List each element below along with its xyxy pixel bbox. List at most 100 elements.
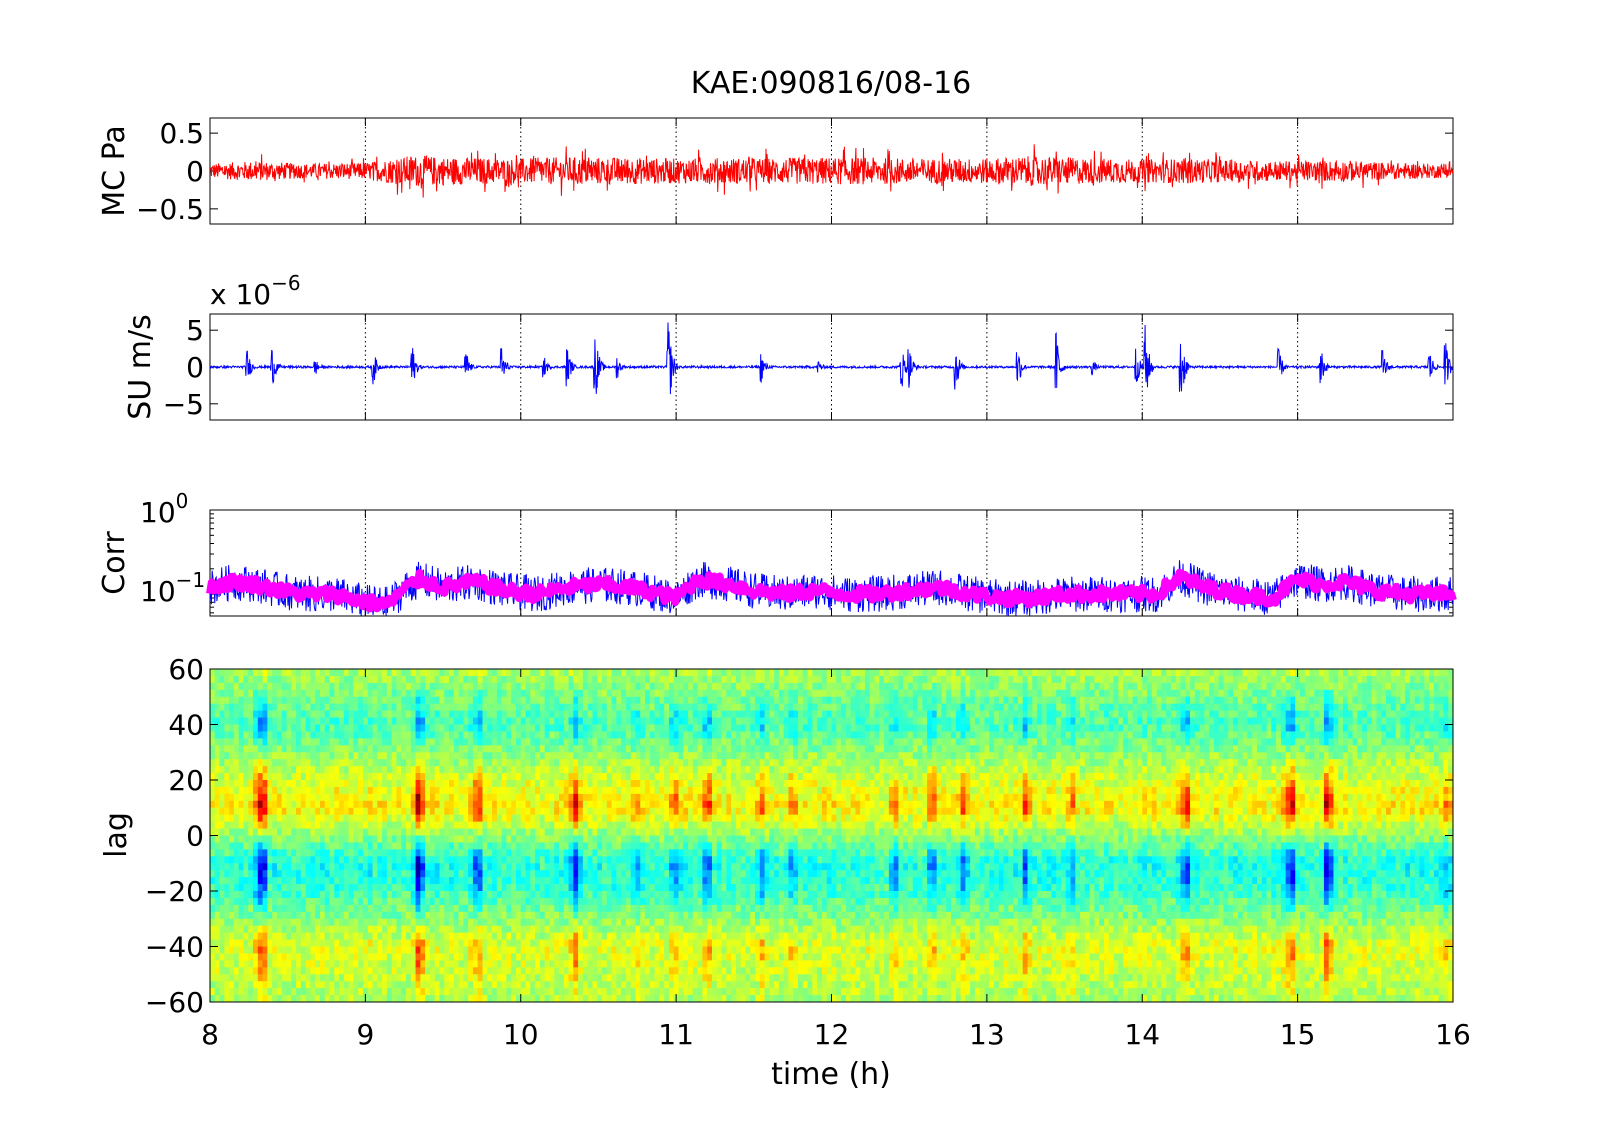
heatmap-cell bbox=[654, 918, 660, 927]
heatmap-cell bbox=[449, 925, 455, 934]
heatmap-cell bbox=[415, 981, 421, 989]
heatmap-cell bbox=[210, 738, 216, 746]
heatmap-cell bbox=[549, 911, 555, 920]
heatmap-cell bbox=[515, 849, 522, 857]
heatmap-cell bbox=[410, 821, 417, 830]
heatmap-cell bbox=[334, 745, 340, 753]
heatmap-cell bbox=[530, 786, 536, 795]
heatmap-cell bbox=[444, 682, 450, 691]
heatmap-cell bbox=[640, 828, 646, 837]
heatmap-cell bbox=[343, 793, 350, 802]
heatmap-cell bbox=[664, 669, 670, 677]
heatmap-cell bbox=[573, 731, 579, 739]
heatmap-cell bbox=[606, 911, 613, 920]
heatmap-cell bbox=[439, 675, 445, 684]
heatmap-cell bbox=[654, 953, 660, 961]
heatmap-cell bbox=[492, 759, 498, 767]
heatmap-cell bbox=[511, 925, 517, 934]
heatmap-cell bbox=[449, 786, 455, 795]
heatmap-cell bbox=[396, 870, 402, 878]
heatmap-cell bbox=[549, 849, 555, 857]
heatmap-cell bbox=[468, 786, 474, 795]
heatmap-cell bbox=[300, 821, 307, 830]
heatmap-cell bbox=[654, 835, 660, 844]
heatmap-cell bbox=[310, 682, 316, 691]
heatmap-cell bbox=[396, 710, 402, 719]
heatmap-cell bbox=[377, 745, 383, 753]
heatmap-cell bbox=[544, 870, 551, 878]
heatmap-cell bbox=[635, 828, 641, 837]
heatmap-cell bbox=[449, 710, 455, 719]
heatmap-cell bbox=[573, 689, 579, 698]
heatmap-cell bbox=[348, 724, 355, 733]
heatmap-cell bbox=[496, 891, 503, 899]
heatmap-cell bbox=[377, 780, 383, 788]
heatmap-cell bbox=[257, 696, 264, 705]
heatmap-cell bbox=[429, 897, 436, 906]
heatmap-cell bbox=[372, 835, 378, 844]
heatmap-cell bbox=[386, 988, 393, 996]
heatmap-cell bbox=[573, 773, 579, 781]
heatmap-cell bbox=[449, 877, 455, 885]
heatmap-cell bbox=[343, 828, 350, 837]
heatmap-cell bbox=[683, 918, 689, 927]
heatmap-cell bbox=[587, 967, 594, 975]
heatmap-cell bbox=[214, 710, 221, 719]
heatmap-cell bbox=[248, 897, 254, 906]
heatmap-cell bbox=[563, 689, 570, 698]
heatmap-cell bbox=[315, 807, 321, 816]
heatmap-column bbox=[300, 669, 307, 1002]
heatmap-cell bbox=[233, 904, 240, 913]
heatmap-cell bbox=[386, 689, 393, 698]
heatmap-cell bbox=[592, 821, 598, 830]
heatmap-cell bbox=[425, 807, 431, 816]
heatmap-cell bbox=[406, 953, 412, 961]
heatmap-cell bbox=[396, 891, 402, 899]
heatmap-cell bbox=[272, 835, 278, 844]
heatmap-cell bbox=[329, 710, 335, 719]
heatmap-cell bbox=[210, 780, 216, 788]
heatmap-cell bbox=[635, 786, 641, 795]
heatmap-cell bbox=[578, 932, 584, 941]
heatmap-cell bbox=[458, 988, 464, 996]
heatmap-cell bbox=[645, 870, 651, 878]
heatmap-cell bbox=[286, 863, 292, 871]
heatmap-cell bbox=[616, 759, 622, 767]
heatmap-cell bbox=[415, 835, 421, 844]
heatmap-cell bbox=[214, 891, 221, 899]
heatmap-cell bbox=[506, 960, 512, 968]
heatmap-cell bbox=[281, 870, 288, 878]
heatmap-cell bbox=[635, 856, 641, 864]
heatmap-cell bbox=[429, 780, 436, 788]
heatmap-cell bbox=[659, 689, 665, 698]
heatmap-cell bbox=[587, 828, 594, 837]
heatmap-cell bbox=[487, 988, 493, 996]
heatmap-cell bbox=[238, 884, 245, 892]
heatmap-cell bbox=[286, 911, 292, 920]
heatmap-cell bbox=[472, 669, 479, 677]
heatmap-cell bbox=[386, 752, 393, 760]
heatmap-cell bbox=[219, 696, 225, 705]
heatmap-cell bbox=[315, 932, 321, 941]
heatmap-cell bbox=[597, 856, 603, 864]
heatmap-cell bbox=[253, 842, 259, 850]
heatmap-cell bbox=[563, 863, 570, 871]
heatmap-cell bbox=[592, 766, 598, 774]
heatmap-cell bbox=[391, 669, 398, 677]
heatmap-cell bbox=[406, 849, 412, 857]
heatmap-cell bbox=[453, 967, 460, 975]
heatmap-cell bbox=[582, 946, 589, 955]
heatmap-cell bbox=[664, 773, 670, 781]
heatmap-cell bbox=[291, 696, 297, 705]
heatmap-cell bbox=[353, 849, 359, 857]
heatmap-cell bbox=[315, 953, 321, 961]
heatmap-cell bbox=[616, 849, 622, 857]
heatmap-cell bbox=[640, 682, 646, 691]
heatmap-cell bbox=[668, 675, 675, 684]
heatmap-cell bbox=[319, 842, 326, 850]
heatmap-cell bbox=[377, 891, 383, 899]
heatmap-cell bbox=[472, 918, 479, 927]
heatmap-cell bbox=[339, 911, 345, 920]
heatmap-cell bbox=[549, 745, 555, 753]
heatmap-cell bbox=[602, 738, 608, 746]
